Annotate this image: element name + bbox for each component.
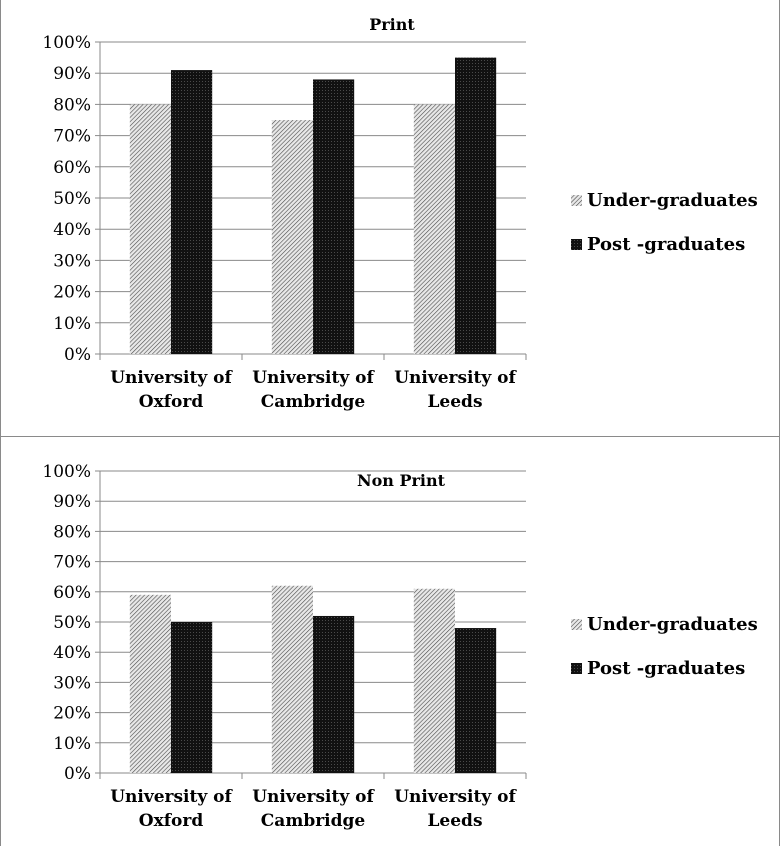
bar-post-graduates-university-of-cambridge (313, 79, 355, 354)
y-tick-label: 70% (53, 127, 91, 147)
y-tick-label: 100% (42, 33, 91, 53)
category-label: University of (252, 787, 375, 807)
legend-label: Post -graduates (587, 658, 745, 679)
bar-under-graduates-university-of-oxford (129, 594, 171, 773)
bar-post-graduates-university-of-cambridge (313, 615, 355, 773)
bar-post-graduates-university-of-leeds (455, 628, 497, 773)
category-label: University of (110, 787, 233, 807)
category-label: Oxford (139, 811, 204, 831)
category-label: Leeds (427, 392, 482, 412)
y-tick-label: 40% (53, 643, 91, 663)
print-chart-panel: 0% 10% 20% 30% 40% 50% 60% 70% 80% 90% 100% Univers… (0, 0, 780, 437)
bar-post-graduates-university-of-leeds (455, 57, 497, 354)
bar-post-graduates-university-of-oxford (171, 622, 213, 773)
category-label: Oxford (139, 392, 204, 412)
y-tick-label: 40% (53, 220, 91, 240)
y-tick-label: 90% (53, 492, 91, 512)
bar-under-graduates-university-of-leeds (413, 588, 455, 773)
y-tick-label: 100% (42, 462, 91, 482)
y-tick-label: 50% (53, 189, 91, 209)
legend-swatch (571, 663, 582, 674)
legend-swatch (571, 195, 582, 206)
non-print-chart-panel: 0% 10% 20% 30% 40% 50% 60% 70% 80% 90% 100% Univers… (0, 436, 780, 846)
y-tick-label: 0% (64, 345, 91, 365)
bar-under-graduates-university-of-oxford (129, 104, 171, 355)
y-tick-label: 50% (53, 613, 91, 633)
category-label: Leeds (427, 811, 482, 831)
y-tick-label: 30% (53, 251, 91, 271)
y-tick-label: 10% (53, 314, 91, 334)
legend-label: Post -graduates (587, 234, 745, 255)
y-tick-label: 60% (53, 583, 91, 603)
y-tick-label: 10% (53, 734, 91, 754)
non-print-chart: 0% 10% 20% 30% 40% 50% 60% 70% 80% 90% 100% Univers… (42, 462, 758, 831)
chart-title: Non Print (357, 471, 446, 490)
category-label: University of (252, 368, 375, 388)
bar-under-graduates-university-of-cambridge (271, 120, 313, 354)
bar-under-graduates-university-of-cambridge (271, 585, 313, 773)
bar-post-graduates-university-of-oxford (171, 70, 213, 354)
category-label: University of (394, 368, 517, 388)
y-tick-label: 60% (53, 158, 91, 178)
category-label: Cambridge (261, 392, 366, 412)
category-label: University of (110, 368, 233, 388)
y-tick-label: 30% (53, 673, 91, 693)
legend-swatch (571, 619, 582, 630)
print-chart: 0% 10% 20% 30% 40% 50% 60% 70% 80% 90% 100% Univers… (42, 15, 758, 412)
category-label: Cambridge (261, 811, 366, 831)
y-tick-label: 20% (53, 704, 91, 724)
category-label: University of (394, 787, 517, 807)
y-tick-label: 90% (53, 64, 91, 84)
legend-swatch (571, 239, 582, 250)
y-tick-label: 80% (53, 95, 91, 115)
bar-under-graduates-university-of-leeds (413, 104, 455, 355)
y-tick-label: 70% (53, 553, 91, 573)
chart-title: Print (369, 15, 415, 34)
legend-label: Under-graduates (587, 614, 758, 635)
y-tick-label: 0% (64, 764, 91, 784)
y-tick-label: 20% (53, 283, 91, 303)
y-tick-label: 80% (53, 522, 91, 542)
legend-label: Under-graduates (587, 190, 758, 211)
